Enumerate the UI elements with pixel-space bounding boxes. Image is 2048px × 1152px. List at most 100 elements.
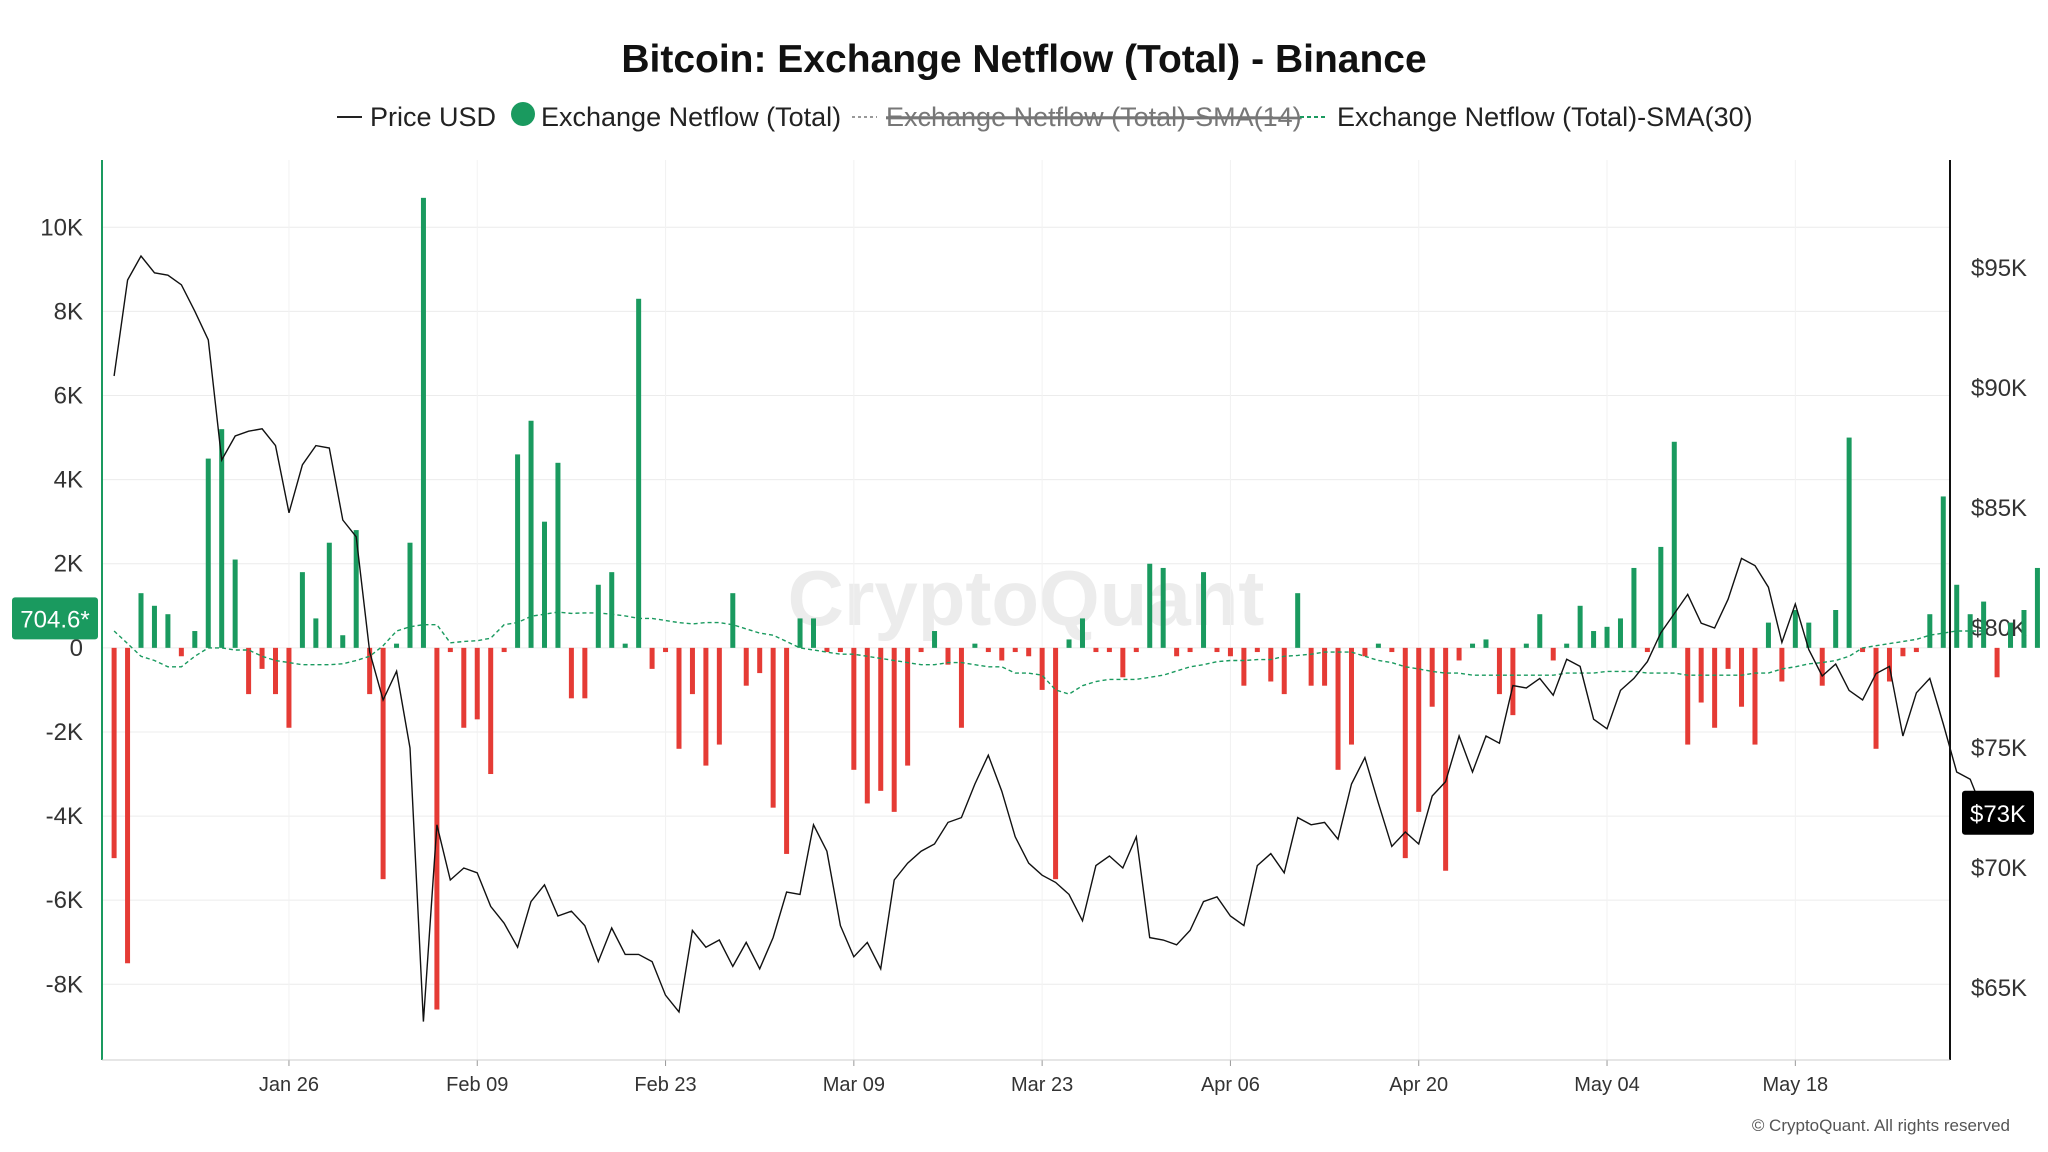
legend-item-price[interactable]: Price USD bbox=[337, 102, 496, 132]
left-tick-label: 8K bbox=[54, 298, 83, 325]
left-tick-label: 6K bbox=[54, 383, 83, 410]
legend-item-sma30[interactable]: Exchange Netflow (Total)-SMA(30) bbox=[1300, 102, 1753, 132]
netflow-bar-negative bbox=[1012, 647, 1018, 653]
netflow-bar-positive bbox=[420, 197, 426, 648]
netflow-bar-negative bbox=[1456, 647, 1462, 661]
price-value-badge-text: $73K bbox=[1970, 801, 2026, 828]
netflow-bar-negative bbox=[367, 647, 373, 695]
netflow-bar-negative bbox=[1268, 647, 1274, 682]
left-tick-label: -2K bbox=[46, 719, 83, 746]
netflow-bar-negative bbox=[246, 647, 252, 695]
netflow-bar-negative bbox=[824, 647, 830, 653]
netflow-bar-positive bbox=[313, 618, 319, 648]
netflow-bar-positive bbox=[151, 605, 157, 648]
x-tick-label: Mar 23 bbox=[1011, 1074, 1073, 1096]
series-lines bbox=[113, 254, 1985, 1022]
netflow-bar-negative bbox=[891, 647, 897, 812]
netflow-bar-negative bbox=[770, 647, 776, 808]
netflow-bar-negative bbox=[985, 647, 991, 653]
netflow-bar-positive bbox=[232, 559, 238, 648]
netflow-bar-negative bbox=[111, 647, 117, 859]
netflow-bar-negative bbox=[380, 647, 386, 880]
netflow-bar-positive bbox=[1079, 618, 1085, 648]
netflow-bar-positive bbox=[1806, 622, 1812, 648]
netflow-bar-positive bbox=[326, 542, 332, 648]
x-tick-label: Mar 09 bbox=[823, 1074, 885, 1096]
netflow-bar-negative bbox=[784, 647, 790, 854]
right-tick-label: $65K bbox=[1971, 975, 2027, 1002]
netflow-bar-negative bbox=[1348, 647, 1354, 745]
netflow-bar-positive bbox=[609, 572, 615, 648]
netflow-bar-negative bbox=[1187, 647, 1193, 653]
netflow-bar-negative bbox=[1712, 647, 1718, 728]
netflow-bar-positive bbox=[972, 643, 978, 648]
netflow-bar-negative bbox=[878, 647, 884, 791]
left-tick-label: 2K bbox=[54, 551, 83, 578]
netflow-bar-negative bbox=[1860, 647, 1866, 653]
x-tick-label: Feb 23 bbox=[634, 1074, 696, 1096]
netflow-bar-negative bbox=[1550, 647, 1556, 661]
netflow-bar-negative bbox=[1685, 647, 1691, 745]
x-tick-label: Apr 06 bbox=[1201, 1074, 1260, 1096]
right-tick-label: $75K bbox=[1971, 735, 2027, 762]
netflow-bar-positive bbox=[1604, 626, 1610, 648]
legend-item-netflow[interactable]: Exchange Netflow (Total) bbox=[511, 102, 841, 132]
netflow-bar-positive bbox=[1967, 614, 1973, 648]
netflow-bar-positive bbox=[1577, 605, 1583, 648]
left-tick-label: 4K bbox=[54, 467, 83, 494]
netflow-bar-positive bbox=[299, 572, 305, 648]
netflow-bar-negative bbox=[999, 647, 1005, 661]
legend-item-sma14[interactable]: Exchange Netflow (Total)-SMA(14) bbox=[852, 102, 1302, 132]
netflow-bar-positive bbox=[1483, 639, 1489, 648]
netflow-bar-positive bbox=[1981, 601, 1987, 648]
left-tick-label: -6K bbox=[46, 887, 83, 914]
netflow-bar-positive bbox=[595, 584, 601, 648]
netflow-bar-negative bbox=[663, 647, 669, 653]
netflow-bar-positive bbox=[340, 635, 346, 648]
netflow-bar-negative bbox=[918, 647, 924, 653]
netflow-bar-negative bbox=[945, 647, 951, 665]
netflow-bar-negative bbox=[1039, 647, 1045, 690]
netflow-bar-negative bbox=[1752, 647, 1758, 745]
netflow-bar-positive bbox=[2034, 567, 2040, 648]
x-tick-label: May 18 bbox=[1763, 1074, 1829, 1096]
netflow-bar-positive bbox=[1846, 437, 1852, 648]
netflow-bar-negative bbox=[676, 647, 682, 749]
netflow-bar-negative bbox=[1227, 647, 1233, 657]
netflow-bar-positive bbox=[1591, 631, 1597, 648]
legend-label-price: Price USD bbox=[370, 102, 496, 132]
netflow-bar-positive bbox=[1564, 643, 1570, 648]
netflow-bars bbox=[111, 197, 2040, 1010]
chart-title: Bitcoin: Exchange Netflow (Total) - Bina… bbox=[621, 38, 1426, 81]
netflow-bar-positive bbox=[1631, 567, 1637, 648]
netflow-bar-positive bbox=[528, 420, 534, 648]
legend: Price USD Exchange Netflow (Total) Excha… bbox=[337, 102, 1753, 132]
netflow-bar-positive bbox=[1765, 622, 1771, 648]
netflow-bar-negative bbox=[1886, 647, 1892, 682]
right-tick-label: $85K bbox=[1971, 495, 2027, 522]
netflow-bar-positive bbox=[1066, 639, 1072, 648]
right-tick-label: $70K bbox=[1971, 855, 2027, 882]
watermark: CryptoQuant bbox=[788, 554, 1265, 642]
netflow-bar-positive bbox=[797, 618, 803, 648]
netflow-bar-positive bbox=[1470, 643, 1476, 648]
netflow-value-badge bbox=[12, 597, 98, 640]
netflow-bar-negative bbox=[1402, 647, 1408, 859]
netflow-bar-negative bbox=[1994, 647, 2000, 678]
netflow-bar-negative bbox=[1779, 647, 1785, 682]
netflow-bar-positive bbox=[515, 454, 521, 648]
x-tick-label: May 04 bbox=[1574, 1074, 1640, 1096]
x-tick-label: Apr 20 bbox=[1389, 1074, 1448, 1096]
netflow-bar-negative bbox=[905, 647, 911, 766]
netflow-bar-positive bbox=[2008, 622, 2014, 648]
netflow-bar-negative bbox=[703, 647, 709, 766]
left-tick-label: -4K bbox=[46, 803, 83, 830]
netflow-bar-negative bbox=[1725, 647, 1731, 669]
netflow-bar-positive bbox=[932, 631, 938, 648]
netflow-bar-positive bbox=[1954, 584, 1960, 648]
netflow-bar-negative bbox=[743, 647, 749, 686]
netflow-bar-negative bbox=[1429, 647, 1435, 707]
netflow-bar-negative bbox=[1120, 647, 1126, 678]
